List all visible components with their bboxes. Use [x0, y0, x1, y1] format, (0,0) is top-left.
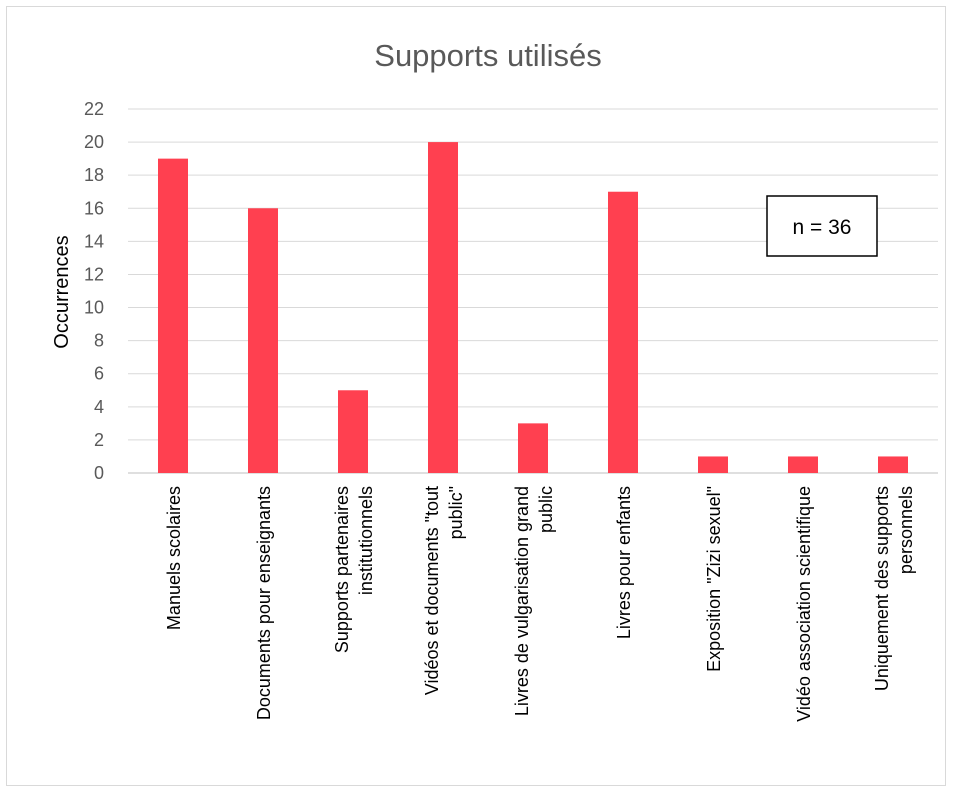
x-tick-label-line: Vidéos et documents "tout — [422, 486, 442, 695]
bar — [608, 191, 638, 473]
y-tick-label: 8 — [94, 331, 104, 351]
x-tick-label-line: Manuels scolaires — [164, 486, 184, 630]
x-tick-label-line: Exposition "Zizi sexuel" — [704, 486, 724, 672]
y-tick-label: 2 — [94, 430, 104, 450]
x-tick-label: Vidéos et documents "tout public" — [422, 486, 466, 695]
bar — [698, 456, 728, 473]
bar — [158, 158, 188, 474]
x-tick-label-line: institutionnels — [356, 486, 376, 595]
n-annotation-text: n = 36 — [793, 216, 852, 239]
y-tick-label: 22 — [84, 99, 104, 119]
x-tick-label-line: Vidéo association scientifique — [794, 486, 814, 722]
n-annotation-box: n = 36 — [766, 195, 878, 257]
y-tick-label: 18 — [84, 165, 104, 185]
x-tick-label-line: Documents pour enseignants — [254, 486, 274, 720]
x-tick-label-line: public" — [446, 486, 466, 539]
bar — [248, 208, 278, 474]
y-tick-label: 4 — [94, 397, 104, 417]
y-tick-label: 6 — [94, 364, 104, 384]
chart-title: Supports utilisés — [374, 38, 601, 73]
bar — [788, 456, 818, 473]
y-tick-label: 20 — [84, 132, 104, 152]
x-tick-label: Supports partenaires institutionnels — [332, 486, 376, 653]
x-tick-label: Documents pour enseignants — [254, 486, 274, 720]
x-tick-label-line: public — [536, 486, 556, 533]
x-tick-labels: Manuels scolaires Documents pour enseigna… — [164, 486, 916, 722]
x-tick-label-line: Livres de vulgarisation grand — [512, 486, 532, 716]
y-tick-label: 12 — [84, 264, 104, 284]
x-tick-label-line: Uniquement des supports — [872, 486, 892, 691]
bar — [878, 456, 908, 473]
y-tick-label: 14 — [84, 231, 104, 251]
x-tick-label-line: Supports partenaires — [332, 486, 352, 653]
y-tick-labels: 0 2 4 6 8 10 12 14 16 18 20 22 — [84, 99, 104, 483]
bar — [338, 390, 368, 473]
y-tick-label: 10 — [84, 298, 104, 318]
x-tick-label: Livres de vulgarisation grand public — [512, 486, 556, 716]
x-tick-label: Exposition "Zizi sexuel" — [704, 486, 724, 672]
y-tick-label: 16 — [84, 198, 104, 218]
x-tick-label: Vidéo association scientifique — [794, 486, 814, 722]
x-tick-label-line: personnels — [896, 486, 916, 574]
x-tick-label: Manuels scolaires — [164, 486, 184, 630]
bar — [428, 142, 458, 473]
y-tick-label: 0 — [94, 463, 104, 483]
bars — [158, 142, 908, 474]
bar — [518, 423, 548, 473]
x-tick-label: Livres pour enfants — [614, 486, 634, 639]
y-axis-label: Occurrences — [51, 235, 73, 348]
x-tick-label: Uniquement des supports personnels — [872, 486, 916, 691]
x-tick-label-line: Livres pour enfants — [614, 486, 634, 639]
